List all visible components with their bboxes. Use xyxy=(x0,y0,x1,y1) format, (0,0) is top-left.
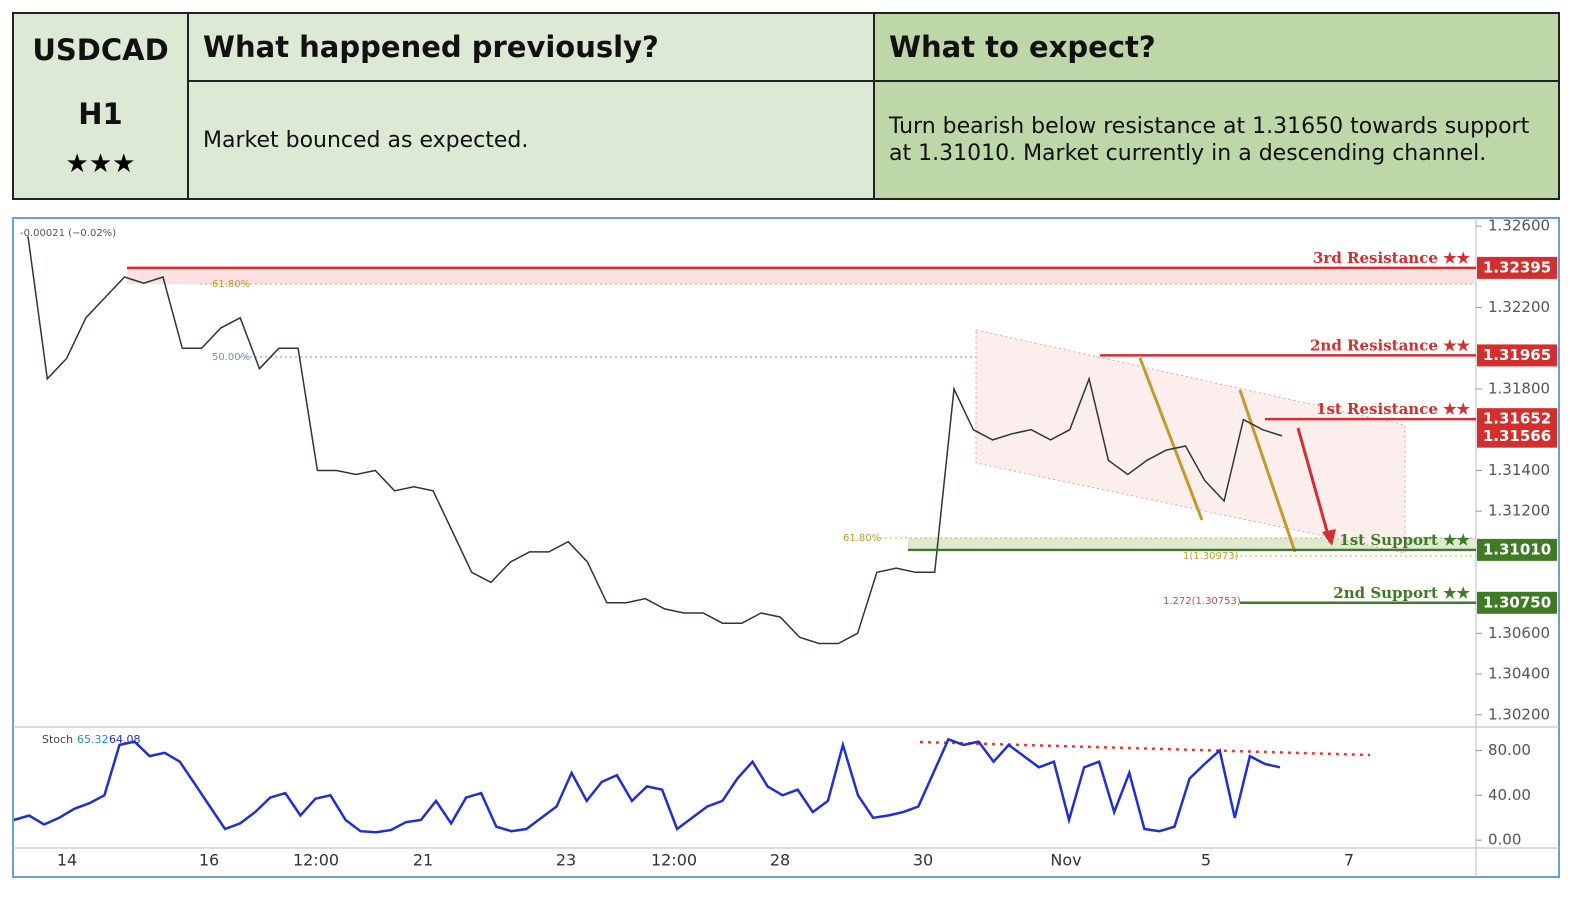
last-price-badge xyxy=(1477,425,1557,448)
level-name: 1st Resistance ★★ xyxy=(1316,400,1471,418)
x-tick-label: 21 xyxy=(413,851,433,870)
y-tick-label: 1.30200 xyxy=(1488,705,1550,723)
y-tick-label: 1.32200 xyxy=(1488,298,1550,316)
level-name: 1st Support ★★ xyxy=(1339,531,1470,549)
indicator-value: 65.32 xyxy=(77,733,109,746)
level-name: 2nd Support ★★ xyxy=(1333,584,1470,602)
y-tick-label: 0.00 xyxy=(1488,831,1521,849)
level-name: 2nd Resistance ★★ xyxy=(1310,336,1471,354)
last-price-label: 1.31566 xyxy=(1483,427,1551,445)
y-tick-label: 1.30600 xyxy=(1488,624,1550,642)
series-line xyxy=(13,737,1281,834)
fib-label: 50.00% xyxy=(212,352,250,363)
x-tick-label: 16 xyxy=(199,851,219,870)
header-table: USDCAD H1 ★★★ What happened previously? … xyxy=(12,12,1560,200)
series-line xyxy=(27,236,1283,645)
fib-label: 61.80% xyxy=(212,279,250,290)
x-tick-label: 30 xyxy=(913,851,933,870)
x-tick-label: 7 xyxy=(1344,851,1354,870)
resistance-zone xyxy=(127,268,1476,284)
price-badge xyxy=(1477,344,1557,367)
y-tick-label: 80.00 xyxy=(1488,741,1531,759)
x-tick-label: 14 xyxy=(57,851,77,870)
change-label: -0.00021 (−0.02%) xyxy=(20,228,116,239)
price-badge-label: 1.32395 xyxy=(1483,258,1551,276)
x-tick-label: 12:00 xyxy=(651,851,697,870)
column-text: Market bounced as expected. xyxy=(187,80,875,200)
x-tick-label: 28 xyxy=(770,851,790,870)
price-badge-label: 1.30750 xyxy=(1483,593,1551,611)
price-badge xyxy=(1477,408,1557,431)
arrow-head xyxy=(1322,529,1336,546)
timeframe: H1 xyxy=(78,97,123,131)
x-tick-label: 5 xyxy=(1201,851,1211,870)
x-tick-label: 23 xyxy=(556,851,576,870)
fib-label: 1(1.30973) xyxy=(1183,551,1239,562)
x-tick-label: 12:00 xyxy=(293,851,339,870)
chart-frame xyxy=(12,217,1560,878)
symbol-cell: USDCAD H1 ★★★ xyxy=(12,12,189,200)
descending-channel xyxy=(975,329,1406,554)
column-title: What to expect? xyxy=(873,12,1560,82)
indicator-value: 64.08 xyxy=(109,733,141,746)
fib-label: 61.80% xyxy=(843,533,881,544)
price-badge-label: 1.31010 xyxy=(1483,540,1551,558)
arrow xyxy=(1138,357,1204,521)
indicator-title: Stoch xyxy=(42,733,73,746)
rating-stars: ★★★ xyxy=(65,149,136,179)
y-tick-label: 40.00 xyxy=(1488,786,1531,804)
y-tick-label: 1.31400 xyxy=(1488,461,1550,479)
arrow xyxy=(1296,427,1332,543)
level-name: 3rd Resistance ★★ xyxy=(1313,249,1471,267)
y-tick-label: 1.31800 xyxy=(1488,380,1550,398)
price-badge-label: 1.31652 xyxy=(1483,410,1551,428)
column-text: Turn bearish below resistance at 1.31650… xyxy=(873,80,1560,200)
column-title: What happened previously? xyxy=(187,12,875,82)
y-tick-label: 1.31200 xyxy=(1488,502,1550,520)
arrow xyxy=(1238,389,1297,553)
fib-label: 1.272(1.30753) xyxy=(1163,596,1241,607)
support-zone xyxy=(908,538,1476,548)
price-badge-label: 1.31965 xyxy=(1483,346,1551,364)
y-tick-label: 1.30400 xyxy=(1488,665,1550,683)
divergence-line xyxy=(919,740,1371,757)
symbol: USDCAD xyxy=(32,33,169,67)
x-tick-label: Nov xyxy=(1050,851,1081,870)
price-badge xyxy=(1477,256,1557,279)
price-badge xyxy=(1477,538,1557,561)
price-badge xyxy=(1477,591,1557,614)
y-tick-label: 1.32600 xyxy=(1488,217,1550,235)
